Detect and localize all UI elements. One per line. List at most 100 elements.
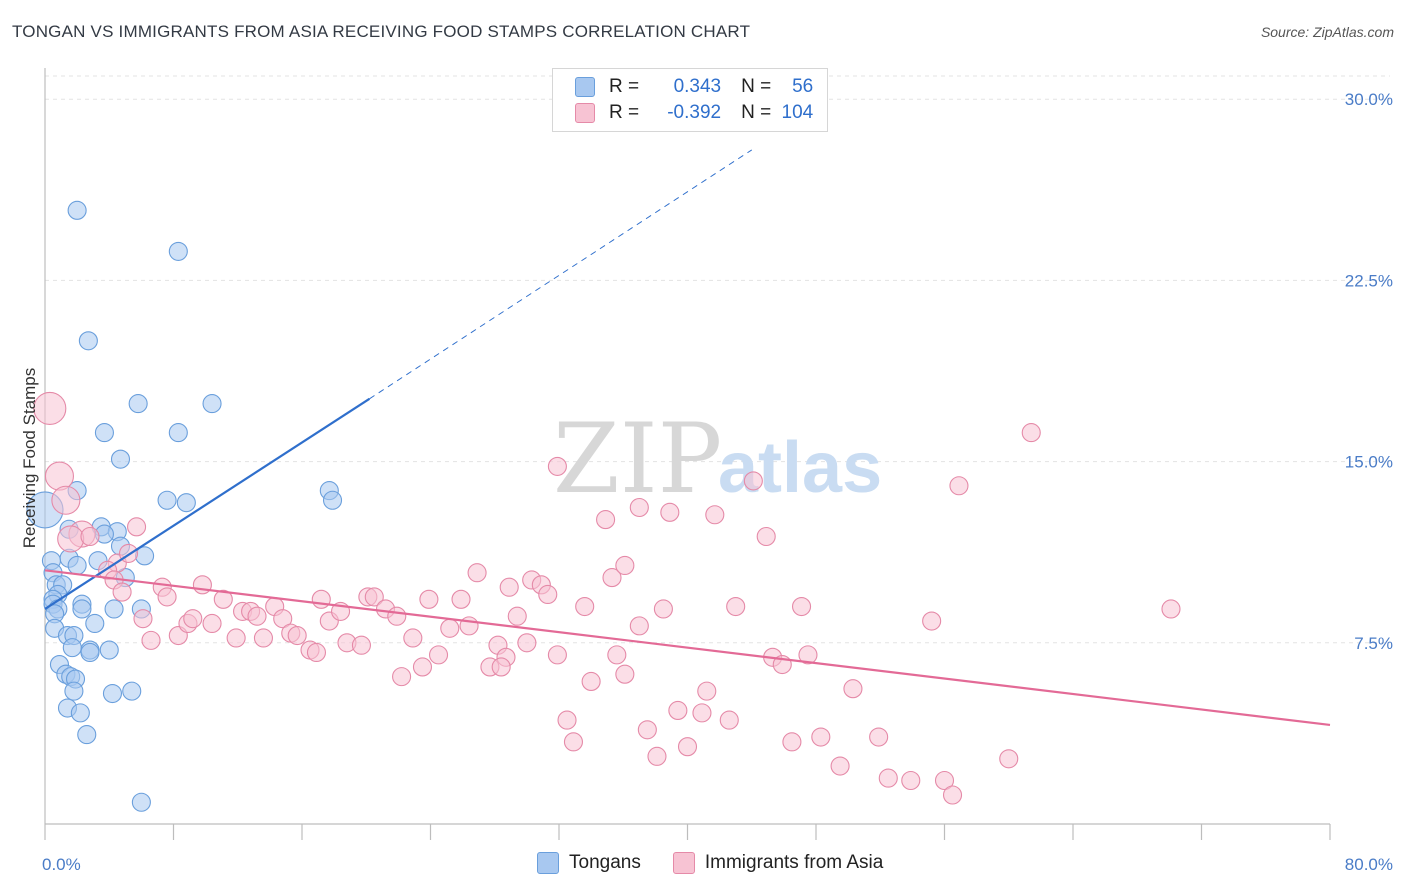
- x-tick-label-0: 0.0%: [42, 855, 81, 874]
- point-tongans-51: [122, 681, 142, 701]
- point-tongans-5: [94, 423, 114, 443]
- point-tongans-6: [168, 423, 188, 443]
- point-asia-20: [202, 613, 222, 634]
- point-tongans-22: [67, 555, 87, 576]
- point-asia-65: [575, 597, 595, 617]
- point-asia-37: [351, 635, 371, 655]
- point-asia-78: [668, 700, 688, 720]
- tick-labels: 7.5% 15.0% 22.5% 30.0% 0.0% 80.0%: [42, 90, 1393, 874]
- point-asia-55: [499, 577, 519, 597]
- x-tick-label-1: 80.0%: [1345, 855, 1393, 874]
- point-asia-32: [306, 642, 327, 663]
- point-asia-63: [557, 710, 577, 730]
- correlation-legend: R = 0.343 N = 56 R = -0.392 N = 104: [552, 68, 828, 132]
- axes: [44, 68, 1331, 840]
- point-asia-18: [183, 609, 203, 629]
- point-asia-93: [830, 756, 850, 776]
- point-asia-95: [869, 727, 889, 747]
- point-asia-94: [843, 679, 863, 699]
- point-tongans-33: [72, 599, 92, 619]
- point-asia-47: [440, 618, 460, 638]
- point-asia-90: [791, 597, 812, 617]
- point-asia-82: [705, 505, 725, 525]
- watermark-zip: ZIP: [553, 403, 722, 515]
- point-asia-6: [127, 517, 147, 537]
- point-asia-69: [607, 645, 627, 665]
- point-asia-15: [157, 587, 177, 607]
- point-asia-42: [392, 667, 412, 687]
- point-tongans-41: [62, 638, 82, 658]
- point-tongans-4: [202, 394, 222, 414]
- point-asia-13: [141, 630, 161, 650]
- y-tick-label-3: 30.0%: [1345, 90, 1393, 109]
- point-asia-21: [213, 589, 233, 609]
- watermark-atlas: atlas: [718, 428, 882, 508]
- legend-row-asia: R = -0.392 N = 104: [575, 101, 813, 125]
- legend-n-label: N =: [741, 102, 772, 123]
- point-tongans-55: [131, 792, 151, 812]
- data-points: [26, 200, 1181, 812]
- point-tongans-34: [104, 599, 124, 619]
- watermark: ZIP atlas: [553, 403, 882, 515]
- point-asia-98: [922, 611, 942, 631]
- point-asia-46: [428, 645, 449, 665]
- source-label: Source: ZipAtlas.com: [1260, 24, 1394, 40]
- point-asia-44: [412, 657, 433, 677]
- trend-line-asia: [44, 569, 1331, 727]
- point-asia-100: [949, 476, 969, 496]
- point-tongans-49: [64, 681, 84, 701]
- point-tongans-43: [80, 642, 100, 663]
- point-asia-11: [112, 582, 132, 602]
- legend-row-tongans: R = 0.343 N = 56: [575, 75, 813, 99]
- point-asia-71: [615, 664, 635, 684]
- point-asia-60: [538, 584, 558, 605]
- point-asia-64: [563, 732, 584, 752]
- point-tongans-10: [157, 490, 177, 510]
- point-asia-50: [467, 563, 487, 583]
- point-asia-45: [419, 589, 439, 609]
- series-legend-tongans: Tongans: [537, 852, 641, 874]
- grid-lines: [45, 75, 1390, 644]
- point-tongans-7: [110, 449, 131, 469]
- point-asia-30: [287, 626, 307, 646]
- legend-r-label: R =: [609, 76, 640, 97]
- point-tongans-50: [102, 683, 123, 704]
- series-legend: Tongans Immigrants from Asia: [537, 852, 915, 874]
- point-asia-57: [517, 633, 537, 653]
- point-asia-97: [901, 770, 921, 791]
- legend-swatch-pink: [575, 103, 595, 123]
- series-label-tongans: Tongans: [569, 852, 641, 873]
- point-tongans-44: [99, 640, 119, 660]
- point-tongans-54: [77, 725, 97, 745]
- point-asia-28: [273, 609, 293, 629]
- point-asia-66: [581, 671, 601, 692]
- series-legend-asia: Immigrants from Asia: [672, 852, 883, 874]
- point-asia-80: [692, 703, 712, 723]
- point-asia-25: [247, 606, 267, 626]
- point-asia-77: [660, 502, 680, 522]
- point-tongans-53: [70, 703, 90, 723]
- point-asia-86: [756, 526, 776, 547]
- point-asia-74: [637, 720, 657, 740]
- point-asia-54: [491, 657, 511, 677]
- point-asia-99: [934, 770, 955, 791]
- legend-r-value: -0.392: [667, 102, 722, 123]
- point-asia-96: [878, 768, 898, 788]
- point-asia-43: [403, 628, 423, 648]
- y-axis-label: Receiving Food Stamps: [20, 368, 39, 548]
- point-tongans-11: [176, 493, 196, 513]
- point-asia-76: [653, 599, 673, 619]
- point-asia-2: [51, 485, 81, 515]
- legend-swatch-blue: [575, 77, 595, 97]
- series-swatch-pink: [672, 852, 695, 874]
- point-asia-67: [596, 510, 616, 530]
- point-tongans-0: [67, 200, 87, 220]
- trend-lines: [44, 149, 1331, 727]
- point-asia-104: [1161, 599, 1181, 619]
- point-asia-26: [253, 628, 274, 648]
- y-tick-label-0: 7.5%: [1354, 634, 1393, 653]
- point-asia-92: [811, 727, 831, 747]
- point-asia-12: [133, 609, 153, 629]
- point-asia-33: [311, 589, 331, 609]
